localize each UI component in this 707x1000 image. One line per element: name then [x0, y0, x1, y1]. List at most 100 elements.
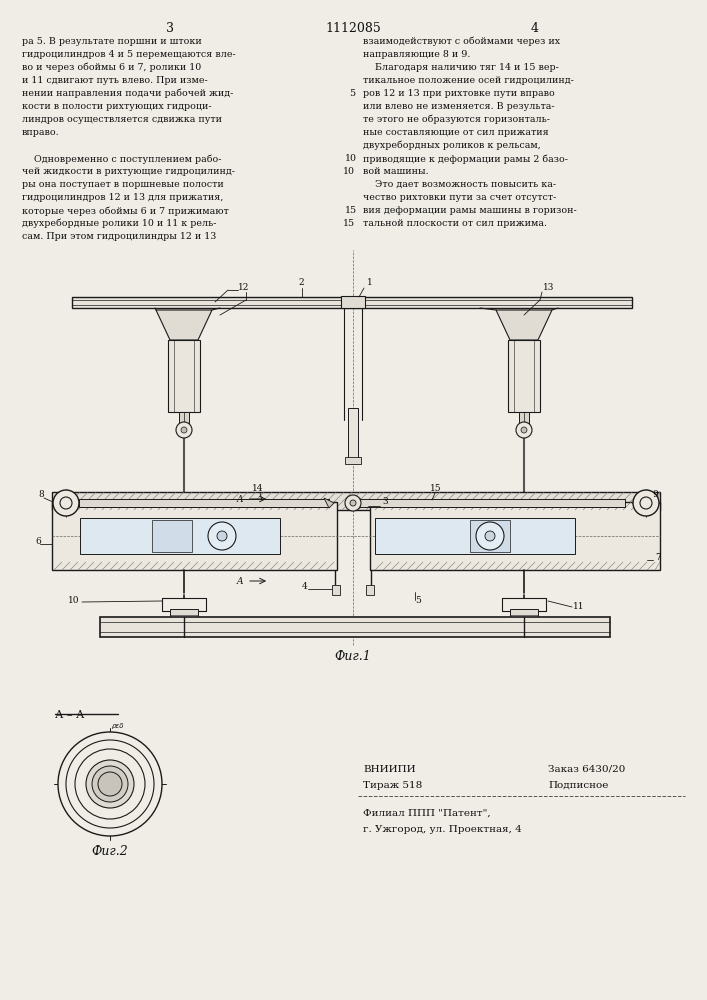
Circle shape [521, 427, 527, 433]
Text: 11: 11 [573, 602, 585, 611]
Text: чей жидкости в рихтующие гидроцилинд-: чей жидкости в рихтующие гидроцилинд- [22, 167, 235, 176]
Text: тикальное положение осей гидроцилинд-: тикальное положение осей гидроцилинд- [363, 76, 574, 85]
Text: 3: 3 [166, 22, 174, 35]
Circle shape [75, 749, 145, 819]
Bar [355, 499, 625, 507]
Bar [79, 499, 329, 507]
Text: двухребордных роликов к рельсам,: двухребордных роликов к рельсам, [363, 141, 541, 150]
Bar [72, 297, 632, 308]
Text: 6: 6 [35, 537, 41, 546]
Text: ные составляющие от сил прижатия: ные составляющие от сил прижатия [363, 128, 549, 137]
Circle shape [476, 522, 504, 550]
Text: ры она поступает в поршневые полости: ры она поступает в поршневые полости [22, 180, 223, 189]
Polygon shape [156, 310, 212, 340]
Bar [366, 585, 374, 595]
Text: A: A [237, 576, 243, 585]
Circle shape [53, 490, 79, 516]
Circle shape [98, 772, 122, 796]
Text: вия деформации рамы машины в горизон-: вия деформации рамы машины в горизон- [363, 206, 577, 215]
Bar [508, 340, 540, 412]
Text: 14: 14 [252, 484, 264, 493]
Bar [168, 340, 200, 412]
Text: тальной плоскости от сил прижима.: тальной плоскости от сил прижима. [363, 219, 547, 228]
Text: направляющие 8 и 9.: направляющие 8 и 9. [363, 50, 470, 59]
Circle shape [217, 531, 227, 541]
Bar [510, 609, 538, 619]
Bar [516, 617, 532, 623]
Text: или влево не изменяется. В результа-: или влево не изменяется. В результа- [363, 102, 554, 111]
Circle shape [350, 500, 356, 506]
Circle shape [485, 531, 495, 541]
Text: 5: 5 [349, 89, 355, 98]
Text: гидроцилиндров 12 и 13 для прижатия,: гидроцилиндров 12 и 13 для прижатия, [22, 193, 223, 202]
Bar [375, 518, 575, 554]
Bar [341, 296, 365, 308]
Text: вправо.: вправо. [22, 128, 59, 137]
Text: двухребордные ролики 10 и 11 к рель-: двухребордные ролики 10 и 11 к рель- [22, 219, 216, 229]
Circle shape [633, 490, 659, 516]
Text: Филиал ППП "Патент",: Филиал ППП "Патент", [363, 809, 491, 818]
Bar [176, 617, 192, 623]
Polygon shape [324, 498, 334, 508]
Text: 4: 4 [302, 582, 308, 591]
Text: кости в полости рихтующих гидроци-: кости в полости рихтующих гидроци- [22, 102, 211, 111]
Text: A: A [237, 494, 243, 504]
Text: Фиг.2: Фиг.2 [92, 845, 129, 858]
Text: нении направления подачи рабочей жид-: нении направления подачи рабочей жид- [22, 89, 233, 99]
Text: 10: 10 [345, 154, 357, 163]
Text: 12: 12 [238, 283, 250, 292]
Text: 9: 9 [652, 490, 658, 499]
Text: приводящие к деформации рамы 2 базо-: приводящие к деформации рамы 2 базо- [363, 154, 568, 163]
Text: 10: 10 [343, 167, 355, 176]
Text: Фиг.1: Фиг.1 [334, 650, 371, 663]
Text: 1: 1 [367, 278, 373, 287]
Text: линдров осуществляется сдвижка пути: линдров осуществляется сдвижка пути [22, 115, 222, 124]
Text: и 11 сдвигают путь влево. При изме-: и 11 сдвигают путь влево. При изме- [22, 76, 208, 85]
Text: ра 5. В результате поршни и штоки: ра 5. В результате поршни и штоки [22, 37, 201, 46]
Bar [470, 520, 510, 552]
Text: 10: 10 [68, 596, 79, 605]
Circle shape [176, 422, 192, 438]
Bar [332, 585, 340, 595]
Text: г. Ужгород, ул. Проектная, 4: г. Ужгород, ул. Проектная, 4 [363, 825, 522, 834]
Text: 8: 8 [38, 490, 44, 499]
Polygon shape [355, 498, 360, 508]
Circle shape [86, 760, 134, 808]
Text: 13: 13 [543, 283, 554, 292]
Text: 15: 15 [430, 484, 442, 493]
Bar [80, 518, 280, 554]
Circle shape [345, 495, 361, 511]
Text: сам. При этом гидроцилиндры 12 и 13: сам. При этом гидроцилиндры 12 и 13 [22, 232, 216, 241]
Bar [152, 520, 192, 552]
Bar [519, 412, 529, 424]
Text: Заказ 6430/20: Заказ 6430/20 [548, 765, 626, 774]
Bar [348, 408, 358, 460]
Text: ВНИИПИ: ВНИИПИ [363, 765, 416, 774]
Text: 3: 3 [382, 497, 387, 506]
Circle shape [516, 422, 532, 438]
Text: чество рихтовки пути за счет отсутст-: чество рихтовки пути за счет отсутст- [363, 193, 556, 202]
Text: 1112085: 1112085 [325, 22, 381, 35]
Text: во и через обоймы 6 и 7, ролики 10: во и через обоймы 6 и 7, ролики 10 [22, 63, 201, 73]
Bar [52, 492, 660, 510]
Text: гидроцилиндров 4 и 5 перемещаются вле-: гидроцилиндров 4 и 5 перемещаются вле- [22, 50, 235, 59]
Text: которые через обоймы 6 и 7 прижимают: которые через обоймы 6 и 7 прижимают [22, 206, 229, 216]
Text: те этого не образуются горизонталь-: те этого не образуются горизонталь- [363, 115, 550, 124]
Text: 2: 2 [298, 278, 303, 287]
Text: 7: 7 [655, 553, 661, 562]
Circle shape [58, 732, 162, 836]
Text: ρεδ: ρεδ [112, 723, 124, 729]
Bar [179, 412, 189, 424]
Text: 15: 15 [343, 219, 355, 228]
Text: ров 12 и 13 при рихтовке пути вправо: ров 12 и 13 при рихтовке пути вправо [363, 89, 555, 98]
Text: Это дает возможность повысить ка-: Это дает возможность повысить ка- [363, 180, 556, 189]
Bar [170, 609, 198, 619]
Circle shape [92, 766, 128, 802]
Bar [370, 502, 660, 570]
Text: Подписное: Подписное [548, 781, 609, 790]
Text: Одновременно с поступлением рабо-: Одновременно с поступлением рабо- [22, 154, 221, 163]
Text: 4: 4 [531, 22, 539, 35]
Text: Благодаря наличию тяг 14 и 15 вер-: Благодаря наличию тяг 14 и 15 вер- [363, 63, 559, 72]
Bar [52, 502, 337, 570]
Circle shape [181, 427, 187, 433]
